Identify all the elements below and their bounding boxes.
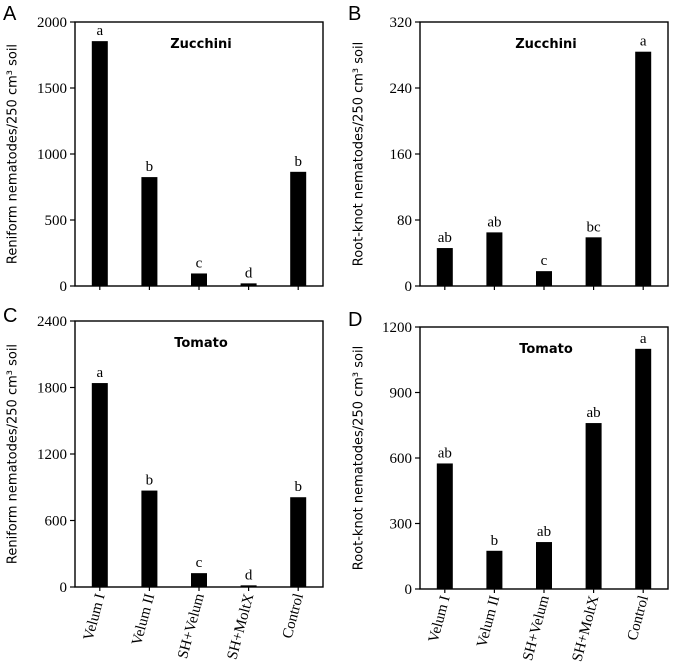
- bar-sh-velum: [191, 573, 207, 587]
- y-axis-label: Root-knot nematodes/250 cm³ soil: [352, 346, 367, 570]
- x-tick-label: Velum I: [81, 592, 109, 642]
- y-tick-label: 500: [45, 213, 68, 229]
- plot-frame: [74, 320, 324, 588]
- bar-velum-ii: [486, 232, 503, 286]
- bar-sh-moltx: [585, 237, 602, 286]
- y-tick-label: 600: [390, 451, 413, 467]
- y-tick-label: 0: [405, 279, 413, 295]
- significance-letter: ab: [438, 230, 452, 246]
- y-tick-label: 160: [390, 147, 413, 163]
- bar-velum-ii: [141, 177, 158, 286]
- panel-letter: B: [348, 3, 361, 25]
- bar-velum-i: [436, 463, 453, 589]
- x-tick-label: Control: [280, 592, 307, 640]
- significance-letter: b: [491, 533, 499, 549]
- y-tick-label: 1000: [37, 147, 67, 163]
- bar-velum-ii: [486, 550, 503, 589]
- bar-control: [635, 348, 652, 589]
- chart-panel-a: A 0 500 1000 1500 2000 Reniform nematodes/250 …: [3, 3, 324, 295]
- bar-control: [290, 497, 307, 587]
- significance-letter: ab: [438, 445, 452, 461]
- bar-control: [290, 171, 307, 286]
- bar-sh-moltx: [585, 423, 602, 589]
- y-tick-label: 1800: [37, 381, 67, 397]
- significance-letter: a: [96, 365, 103, 381]
- significance-letter: bc: [587, 219, 602, 235]
- y-tick-label: 300: [390, 517, 413, 533]
- bar-sh-moltx: [240, 585, 257, 587]
- significance-letter: a: [640, 331, 647, 347]
- significance-letter: c: [196, 255, 203, 271]
- bar-sh-moltx: [240, 283, 257, 286]
- y-axis-label: Root-knot nematodes/250 cm³ soil: [352, 42, 367, 266]
- y-tick-label: 900: [390, 386, 413, 402]
- y-tick-label: 0: [60, 580, 68, 596]
- significance-letter: ab: [537, 524, 551, 540]
- panel-letter: A: [3, 3, 17, 25]
- x-tick-label: SH+Velum: [175, 592, 208, 661]
- y-tick-label: 2400: [37, 314, 67, 330]
- y-axis-label: Reniform nematodes/250 cm³ soil: [6, 44, 21, 264]
- chart-panel-b: B 0 80 160 240 320 Root-knot nematodes/250 cm³…: [348, 3, 669, 295]
- significance-letter: a: [96, 23, 103, 39]
- y-tick-label: 600: [45, 514, 68, 530]
- significance-letter: b: [294, 154, 302, 170]
- panel-title: Tomato: [174, 336, 228, 351]
- bar-sh-velum: [536, 542, 552, 589]
- x-tick-label: Control: [625, 594, 652, 642]
- y-tick-label: 1500: [37, 81, 67, 97]
- y-tick-label: 80: [397, 213, 412, 229]
- significance-letter: b: [146, 159, 154, 175]
- plot-frame: [74, 21, 324, 287]
- x-tick-label: Velum II: [474, 594, 503, 649]
- chart-panel-d: D 0 300 600 900 1200 Root-knot nematodes/250 c…: [348, 309, 669, 663]
- bar-sh-velum: [191, 273, 207, 286]
- y-tick-label: 1200: [382, 320, 412, 336]
- panel-letter: C: [3, 305, 17, 327]
- x-tick-label: SH+MoltX: [225, 592, 258, 662]
- y-tick-label: 1200: [37, 447, 67, 463]
- panel-title: Tomato: [519, 342, 573, 357]
- x-tick-label: Velum I: [426, 594, 454, 644]
- bar-velum-i: [91, 383, 108, 587]
- panel-title: Zucchini: [170, 37, 232, 52]
- significance-letter: ab: [587, 405, 601, 421]
- significance-letter: d: [245, 567, 253, 583]
- y-tick-label: 2000: [37, 15, 67, 31]
- x-tick-label: Velum II: [129, 592, 158, 647]
- significance-letter: a: [640, 34, 647, 50]
- chart-panel-c: C 0 600 1200 1800 2400 Reniform nematodes/250 …: [3, 305, 324, 662]
- bar-velum-i: [436, 248, 453, 286]
- x-tick-label: SH+Velum: [520, 594, 553, 663]
- y-tick-label: 240: [390, 81, 413, 97]
- panel-title: Zucchini: [515, 37, 577, 52]
- bar-velum-i: [91, 41, 108, 286]
- y-tick-label: 0: [60, 279, 68, 295]
- significance-letter: b: [294, 479, 302, 495]
- bar-sh-velum: [536, 271, 552, 286]
- significance-letter: ab: [487, 214, 501, 230]
- x-tick-label: SH+MoltX: [570, 594, 603, 663]
- significance-letter: d: [245, 265, 253, 281]
- panel-letter: D: [348, 309, 362, 331]
- y-axis-label: Reniform nematodes/250 cm³ soil: [6, 344, 21, 564]
- significance-letter: b: [146, 473, 154, 489]
- plot-frame: [419, 21, 669, 287]
- y-tick-label: 320: [390, 15, 413, 31]
- bar-control: [635, 51, 652, 287]
- significance-letter: c: [541, 253, 548, 269]
- bar-velum-ii: [141, 490, 158, 587]
- y-tick-label: 0: [405, 582, 413, 598]
- significance-letter: c: [196, 555, 203, 571]
